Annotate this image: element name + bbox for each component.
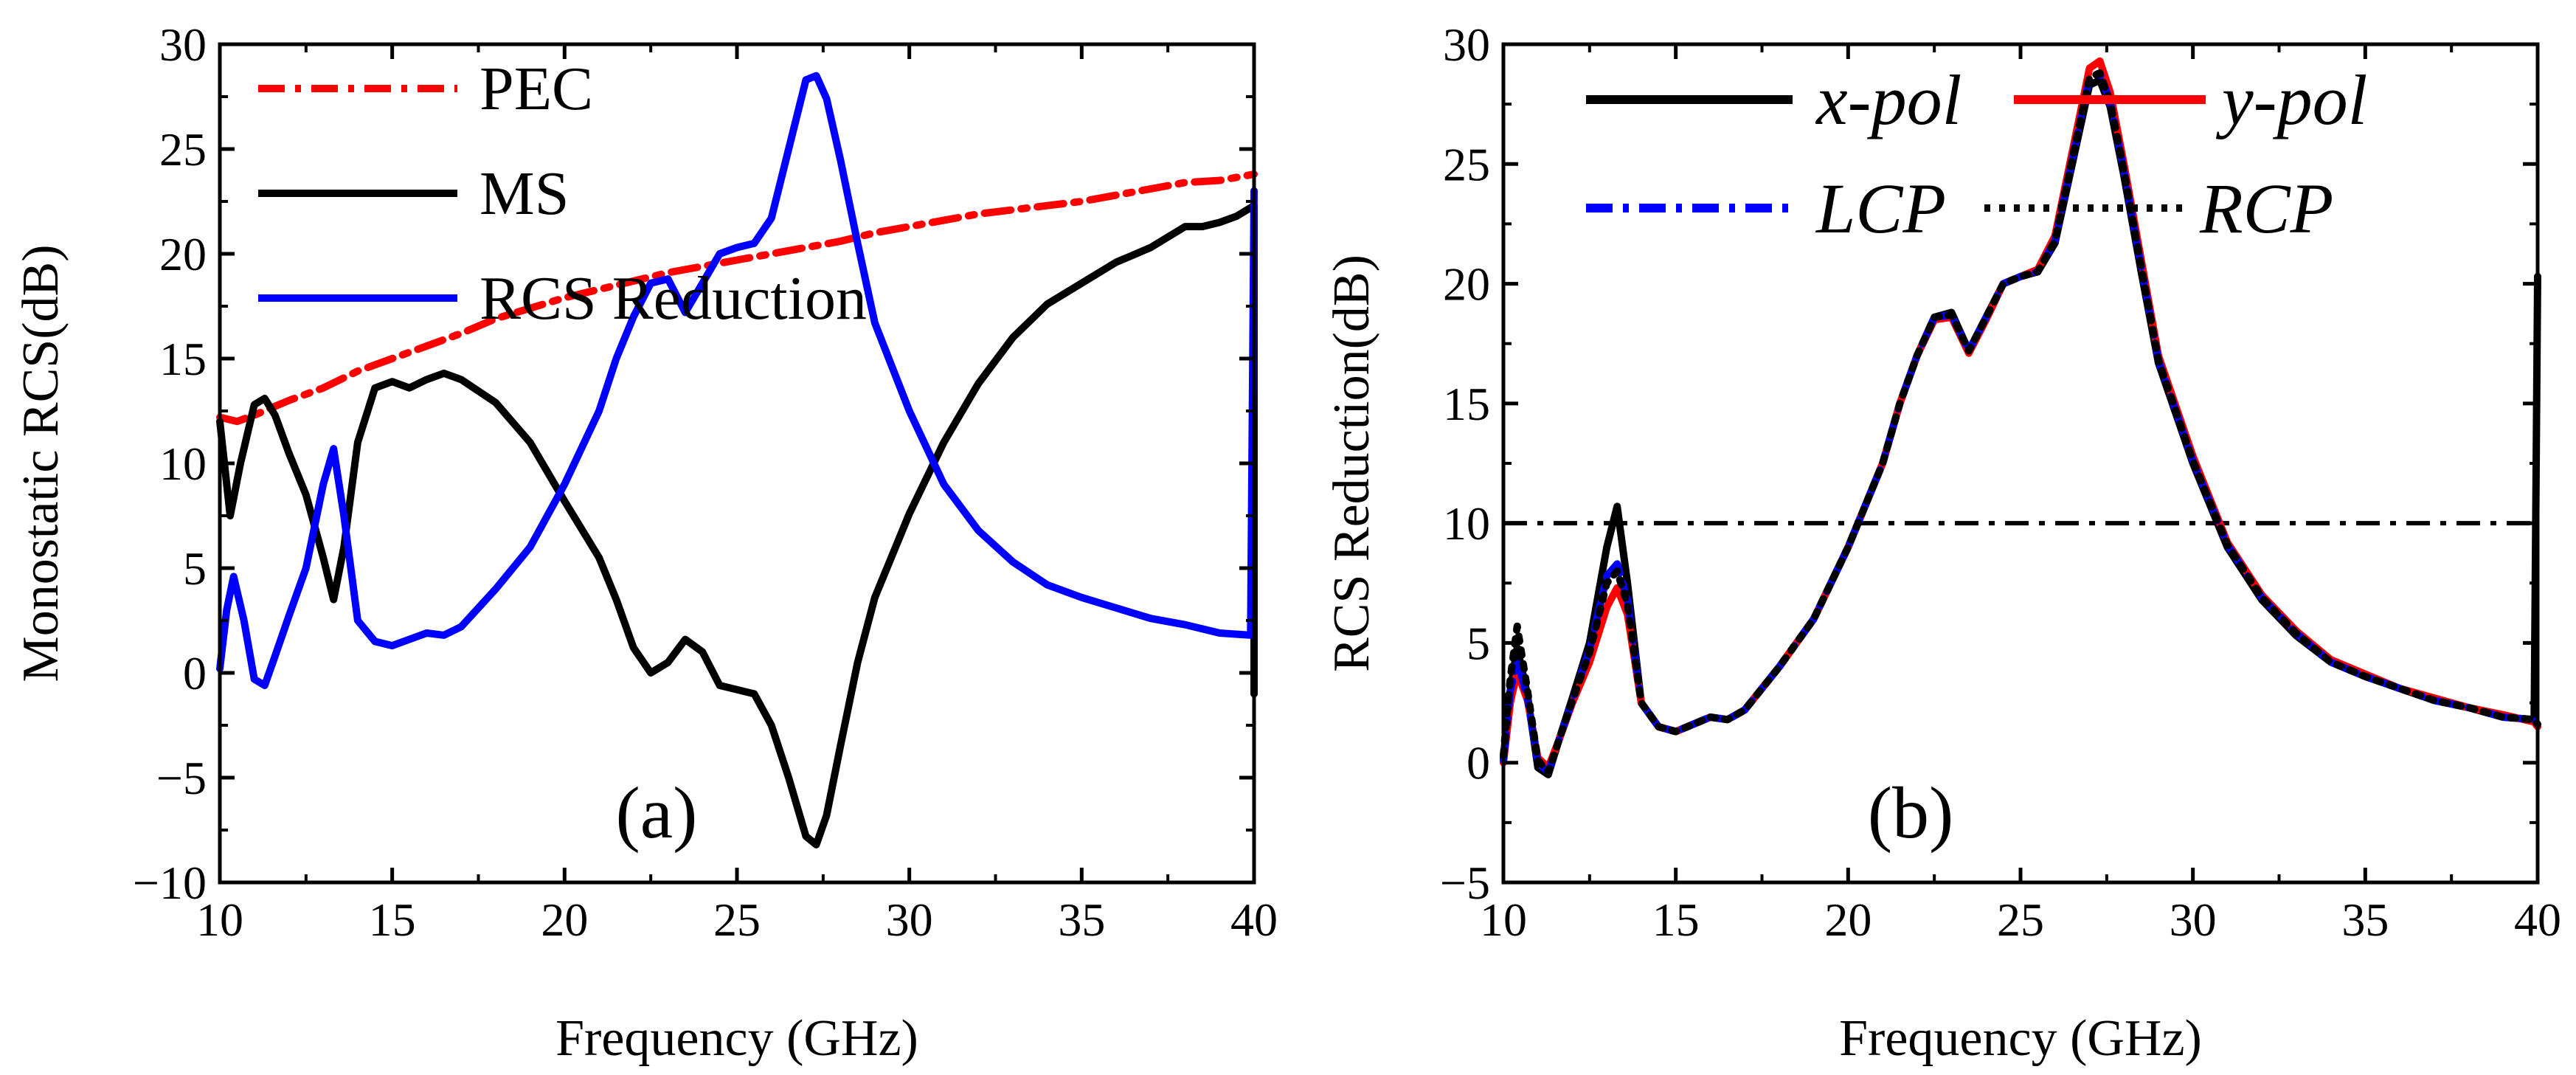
- a-x-tick-label: 10: [196, 893, 243, 946]
- panel-label-a: (a): [616, 772, 698, 854]
- legend-label-rcp: RCP: [2199, 169, 2333, 248]
- a-x-tick-label: 35: [1058, 893, 1105, 946]
- a-y-tick-label: −5: [156, 752, 207, 804]
- legend-label-ms: MS: [479, 159, 569, 228]
- b-series-rcp-line: [1500, 69, 2541, 776]
- a-x-tick-label: 15: [369, 893, 416, 946]
- x-axis-title-b: Frequency (GHz): [1839, 1010, 2202, 1067]
- b-y-tick-label: 0: [1467, 737, 1490, 789]
- a-y-tick-label: 5: [183, 542, 207, 595]
- b-y-tick-label: 25: [1443, 138, 1490, 190]
- b-series-y-pol-line: [1500, 57, 2541, 772]
- a-x-tick-label: 20: [541, 893, 588, 946]
- b-x-tick-label: 25: [1997, 893, 2044, 946]
- y-axis-title-a: Monostatic RCS(dB): [13, 244, 69, 682]
- b-x-tick-label: 15: [1652, 893, 1700, 946]
- x-axis-title-a: Frequency (GHz): [555, 1010, 918, 1067]
- chart-panel-b: 10 15 20 25 30 35 40 −5 0 5 10 15 20 25 30 x-pol y-pol…: [1323, 18, 2561, 1067]
- a-x-tick-label: 30: [886, 893, 933, 946]
- b-y-tick-label: 15: [1443, 378, 1490, 430]
- a-series-ms-line: [216, 201, 1258, 848]
- legend-a: PEC MS RCS Reduction: [258, 55, 867, 333]
- legend-label-lcp: LCP: [1815, 169, 1946, 248]
- b-y-tick-label: −5: [1440, 857, 1490, 909]
- b-y-tick-label: 10: [1443, 497, 1490, 550]
- a-y-tick-label: −10: [133, 857, 207, 909]
- ticks-a: 10 15 20 25 30 35 40 −10 −5 0 5 10 15 20 25 30: [133, 18, 1278, 946]
- ticks-b: 10 15 20 25 30 35 40 −5 0 5 10 15 20 25 30: [1440, 18, 2561, 946]
- b-x-tick-label: 20: [1824, 893, 1872, 946]
- y-axis-title-b: RCS Reduction(dB): [1323, 255, 1380, 672]
- plot-frame-a: [218, 42, 1256, 885]
- b-series-lcp-line: [1500, 69, 2541, 776]
- b-y-tick-label: 20: [1443, 258, 1490, 311]
- legend-label-rcs-reduction: RCS Reduction: [479, 264, 867, 333]
- legend-label-y-pol: y-pol: [2215, 61, 2367, 139]
- b-y-tick-label: 5: [1467, 617, 1490, 669]
- a-y-tick-label: 30: [159, 18, 207, 71]
- a-series-pec-line: [216, 170, 1258, 426]
- panel-label-b: (b): [1868, 772, 1954, 854]
- a-y-tick-label: 10: [159, 438, 207, 490]
- b-x-tick-label: 10: [1480, 893, 1527, 946]
- a-y-tick-label: 20: [159, 228, 207, 280]
- a-x-tick-label: 25: [713, 893, 761, 946]
- legend-label-x-pol: x-pol: [1815, 61, 1962, 139]
- a-y-tick-label: 0: [183, 647, 207, 699]
- a-series-rcs-reduction-line: [216, 72, 1258, 689]
- series-lines-a: [216, 72, 1258, 848]
- b-series-x-pol-line: [1500, 76, 2541, 778]
- legend-b: x-pol y-pol LCP RCP: [1586, 61, 2367, 248]
- series-lines-b: [1500, 57, 2541, 778]
- b-y-tick-label: 30: [1443, 18, 1490, 71]
- a-y-tick-label: 25: [159, 123, 207, 176]
- a-y-tick-label: 15: [159, 333, 207, 385]
- legend-label-pec: PEC: [479, 55, 593, 123]
- b-x-tick-label: 35: [2341, 893, 2389, 946]
- b-x-tick-label: 30: [2170, 893, 2217, 946]
- plot-frame-b: [1501, 42, 2540, 885]
- a-x-tick-label: 40: [1230, 893, 1278, 946]
- b-x-tick-label: 40: [2514, 893, 2561, 946]
- chart-panel-a: 10 15 20 25 30 35 40 −10 −5 0 5 10 15 20 25 30 PEC MS R…: [13, 18, 1278, 1067]
